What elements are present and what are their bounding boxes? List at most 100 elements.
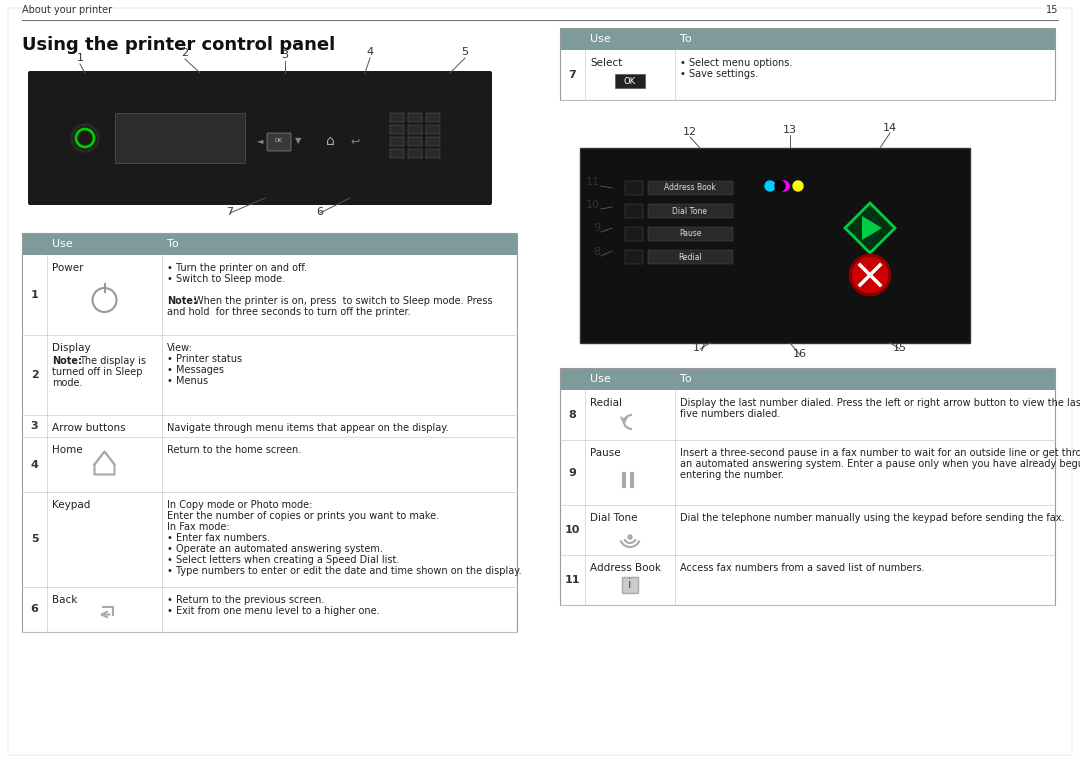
Text: 7: 7 bbox=[569, 70, 577, 80]
Text: OK: OK bbox=[624, 76, 636, 85]
Bar bbox=[561, 390, 1055, 440]
Bar bbox=[648, 204, 733, 218]
Bar bbox=[408, 149, 422, 158]
Bar bbox=[22, 587, 517, 632]
Circle shape bbox=[779, 181, 789, 191]
Text: and hold  for three seconds to turn off the printer.: and hold for three seconds to turn off t… bbox=[167, 307, 410, 317]
Text: turned off in Sleep: turned off in Sleep bbox=[52, 367, 143, 377]
Bar bbox=[622, 577, 638, 593]
Text: In Copy mode or Photo mode:: In Copy mode or Photo mode: bbox=[167, 500, 312, 510]
Bar bbox=[561, 505, 1055, 555]
Bar bbox=[390, 113, 404, 122]
Text: 9: 9 bbox=[568, 468, 577, 478]
Text: 12: 12 bbox=[683, 127, 697, 137]
Text: 9: 9 bbox=[593, 223, 600, 233]
Bar bbox=[22, 437, 517, 492]
Circle shape bbox=[627, 535, 632, 539]
Bar bbox=[426, 125, 440, 134]
Text: Navigate through menu items that appear on the display.: Navigate through menu items that appear … bbox=[167, 423, 448, 433]
Text: Note:: Note: bbox=[52, 356, 82, 366]
Bar bbox=[390, 137, 404, 146]
Bar bbox=[408, 125, 422, 134]
Bar bbox=[625, 227, 643, 241]
Text: 3: 3 bbox=[282, 50, 288, 60]
Text: Display: Display bbox=[52, 343, 91, 353]
Text: • Exit from one menu level to a higher one.: • Exit from one menu level to a higher o… bbox=[167, 606, 380, 616]
Text: Pause: Pause bbox=[678, 230, 701, 239]
Bar bbox=[426, 137, 440, 146]
Text: i: i bbox=[629, 578, 632, 591]
Text: • Enter fax numbers.: • Enter fax numbers. bbox=[167, 533, 270, 543]
Text: Using the printer control panel: Using the printer control panel bbox=[22, 36, 335, 54]
Text: • Turn the printer on and off.: • Turn the printer on and off. bbox=[167, 263, 307, 273]
Circle shape bbox=[71, 124, 99, 152]
Bar bbox=[625, 181, 643, 195]
Bar bbox=[561, 28, 1055, 100]
Text: ▼: ▼ bbox=[295, 137, 301, 146]
Text: Power: Power bbox=[52, 263, 83, 273]
Bar bbox=[580, 148, 970, 343]
Text: • Select letters when creating a Speed Dial list.: • Select letters when creating a Speed D… bbox=[167, 555, 400, 565]
Text: Select: Select bbox=[590, 58, 622, 68]
Text: 1: 1 bbox=[30, 290, 39, 300]
Polygon shape bbox=[862, 216, 882, 240]
Bar bbox=[426, 113, 440, 122]
Circle shape bbox=[765, 181, 775, 191]
Text: 16: 16 bbox=[793, 349, 807, 359]
Text: 17: 17 bbox=[693, 343, 707, 353]
Text: ↩: ↩ bbox=[350, 136, 360, 146]
Bar bbox=[648, 250, 733, 264]
Text: 15: 15 bbox=[1045, 5, 1058, 15]
Text: • Type numbers to enter or edit the date and time shown on the display.: • Type numbers to enter or edit the date… bbox=[167, 566, 522, 576]
Text: • Operate an automated answering system.: • Operate an automated answering system. bbox=[167, 544, 383, 554]
Text: Insert a three-second pause in a fax number to wait for an outside line or get t: Insert a three-second pause in a fax num… bbox=[680, 448, 1080, 458]
Text: Use: Use bbox=[590, 34, 611, 44]
Text: 6: 6 bbox=[316, 207, 324, 217]
Bar bbox=[22, 233, 517, 632]
Text: Arrow buttons: Arrow buttons bbox=[52, 423, 125, 433]
Bar bbox=[561, 555, 1055, 605]
Bar bbox=[390, 125, 404, 134]
Text: Back: Back bbox=[52, 595, 78, 605]
Text: ◄: ◄ bbox=[257, 137, 264, 146]
Text: Keypad: Keypad bbox=[52, 500, 91, 510]
Text: 4: 4 bbox=[30, 459, 39, 469]
Text: Redial: Redial bbox=[590, 398, 622, 408]
Text: About your printer: About your printer bbox=[22, 5, 112, 15]
Text: Dial Tone: Dial Tone bbox=[590, 513, 637, 523]
Text: Address Book: Address Book bbox=[590, 563, 661, 573]
Circle shape bbox=[75, 127, 96, 149]
Text: 15: 15 bbox=[893, 343, 907, 353]
Bar bbox=[22, 335, 517, 415]
Text: Access fax numbers from a saved list of numbers.: Access fax numbers from a saved list of … bbox=[680, 563, 924, 573]
Text: Enter the number of copies or prints you want to make.: Enter the number of copies or prints you… bbox=[167, 511, 440, 521]
Text: • Save settings.: • Save settings. bbox=[680, 69, 758, 79]
Bar bbox=[648, 181, 733, 195]
Text: • Switch to Sleep mode.: • Switch to Sleep mode. bbox=[167, 274, 285, 284]
Bar bbox=[22, 255, 517, 335]
Text: To: To bbox=[680, 34, 691, 44]
Text: ⌂: ⌂ bbox=[326, 134, 335, 148]
Text: When the printer is on, press  to switch to Sleep mode. Press: When the printer is on, press to switch … bbox=[194, 296, 492, 306]
Bar bbox=[22, 233, 517, 255]
Text: 1: 1 bbox=[77, 53, 83, 63]
Bar bbox=[625, 204, 643, 218]
Text: 2: 2 bbox=[181, 48, 189, 58]
Text: entering the number.: entering the number. bbox=[680, 470, 784, 480]
Text: Redial: Redial bbox=[678, 253, 702, 262]
Text: 8: 8 bbox=[593, 247, 600, 257]
Text: To: To bbox=[167, 239, 178, 249]
Text: 3: 3 bbox=[30, 421, 38, 431]
FancyBboxPatch shape bbox=[28, 71, 492, 205]
Text: 11: 11 bbox=[586, 177, 600, 187]
Bar bbox=[426, 149, 440, 158]
Polygon shape bbox=[845, 203, 895, 253]
Text: • Select menu options.: • Select menu options. bbox=[680, 58, 793, 68]
Bar bbox=[22, 415, 517, 437]
Text: 5: 5 bbox=[461, 47, 469, 57]
Text: Use: Use bbox=[52, 239, 72, 249]
Bar bbox=[625, 250, 643, 264]
Text: 8: 8 bbox=[569, 410, 577, 420]
Text: In Fax mode:: In Fax mode: bbox=[167, 522, 230, 532]
Text: Home: Home bbox=[52, 445, 83, 455]
